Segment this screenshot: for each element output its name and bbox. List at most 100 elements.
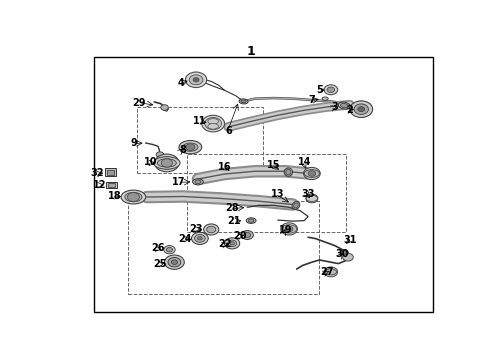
Ellipse shape — [246, 218, 256, 223]
Circle shape — [205, 117, 221, 130]
Circle shape — [158, 157, 175, 169]
Ellipse shape — [325, 269, 337, 275]
Text: 4: 4 — [177, 78, 184, 89]
Ellipse shape — [208, 118, 219, 124]
Circle shape — [156, 152, 164, 157]
Circle shape — [358, 107, 365, 112]
Ellipse shape — [195, 180, 201, 184]
Circle shape — [224, 238, 240, 249]
Text: 9: 9 — [130, 138, 137, 148]
Circle shape — [186, 144, 195, 150]
Text: 7: 7 — [309, 95, 315, 105]
Circle shape — [127, 193, 140, 202]
Ellipse shape — [340, 250, 348, 255]
Ellipse shape — [208, 123, 219, 129]
Circle shape — [165, 255, 184, 269]
Text: 20: 20 — [233, 231, 246, 241]
Circle shape — [167, 247, 172, 252]
Circle shape — [163, 160, 171, 166]
Bar — [94, 57, 434, 312]
Ellipse shape — [183, 143, 198, 151]
Circle shape — [244, 233, 251, 238]
Circle shape — [281, 223, 297, 235]
Circle shape — [202, 115, 224, 132]
Text: 10: 10 — [144, 157, 157, 167]
Ellipse shape — [179, 140, 202, 154]
Circle shape — [303, 167, 320, 180]
Ellipse shape — [341, 103, 348, 108]
Text: 12: 12 — [93, 180, 106, 190]
Ellipse shape — [306, 195, 318, 202]
Text: 15: 15 — [267, 160, 281, 170]
Text: 32: 32 — [91, 168, 104, 179]
Text: 8: 8 — [179, 145, 186, 155]
Ellipse shape — [241, 100, 246, 103]
Circle shape — [306, 194, 318, 203]
Text: 17: 17 — [172, 177, 186, 187]
Circle shape — [227, 240, 237, 247]
Circle shape — [207, 226, 216, 233]
Circle shape — [308, 171, 316, 176]
Circle shape — [192, 232, 208, 244]
Circle shape — [164, 246, 175, 254]
Text: 18: 18 — [108, 191, 121, 201]
Bar — [128, 201, 319, 294]
Circle shape — [230, 242, 234, 245]
Bar — [106, 182, 117, 188]
Text: 29: 29 — [132, 98, 146, 108]
Ellipse shape — [121, 190, 146, 204]
Text: 31: 31 — [343, 235, 357, 245]
Text: 3: 3 — [331, 102, 338, 112]
Ellipse shape — [157, 159, 176, 167]
Circle shape — [343, 253, 353, 261]
Circle shape — [197, 237, 202, 240]
Text: 21: 21 — [227, 216, 241, 226]
Text: 1: 1 — [247, 45, 255, 58]
Ellipse shape — [286, 169, 291, 175]
Bar — [187, 154, 346, 232]
Ellipse shape — [338, 102, 350, 109]
Text: 19: 19 — [278, 225, 292, 235]
Text: 24: 24 — [178, 234, 192, 244]
Text: 2: 2 — [346, 105, 353, 115]
Text: 25: 25 — [153, 258, 167, 269]
Ellipse shape — [284, 168, 293, 176]
Bar — [105, 168, 116, 176]
Text: 5: 5 — [316, 85, 323, 95]
Ellipse shape — [292, 202, 300, 209]
Circle shape — [193, 77, 199, 82]
Text: 26: 26 — [151, 243, 165, 253]
Circle shape — [168, 257, 181, 267]
Text: 28: 28 — [225, 203, 239, 213]
Bar — [137, 107, 263, 174]
Circle shape — [185, 72, 207, 87]
Bar — [107, 170, 114, 175]
Bar — [108, 183, 115, 186]
Circle shape — [285, 226, 293, 232]
Circle shape — [161, 159, 172, 167]
Text: 27: 27 — [320, 267, 334, 277]
Text: 11: 11 — [193, 116, 207, 126]
Ellipse shape — [239, 99, 248, 104]
Ellipse shape — [125, 192, 142, 202]
Circle shape — [189, 75, 203, 85]
Text: 23: 23 — [189, 224, 203, 234]
Text: 16: 16 — [218, 162, 231, 172]
Circle shape — [241, 231, 253, 239]
Circle shape — [172, 260, 177, 264]
Text: 30: 30 — [336, 249, 349, 259]
Circle shape — [195, 234, 205, 242]
Text: 13: 13 — [271, 189, 285, 199]
Ellipse shape — [193, 179, 203, 185]
Text: 6: 6 — [225, 126, 232, 135]
Circle shape — [324, 267, 338, 277]
Text: 33: 33 — [301, 189, 315, 199]
Circle shape — [354, 104, 368, 114]
Ellipse shape — [304, 170, 319, 177]
Text: 22: 22 — [218, 239, 231, 249]
Ellipse shape — [153, 157, 180, 169]
Ellipse shape — [342, 251, 346, 254]
Ellipse shape — [281, 225, 297, 233]
Circle shape — [327, 87, 335, 93]
Ellipse shape — [322, 97, 328, 100]
